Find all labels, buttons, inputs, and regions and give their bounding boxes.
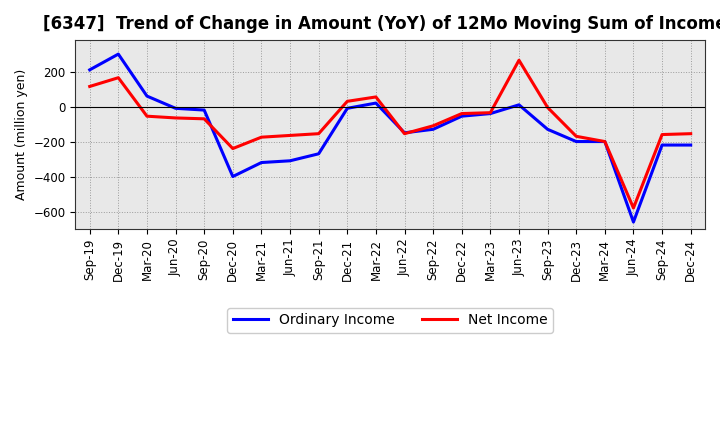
- Ordinary Income: [515, 102, 523, 107]
- Ordinary Income: [315, 151, 323, 157]
- Net Income: [200, 116, 209, 121]
- Net Income: [114, 75, 122, 81]
- Net Income: [572, 134, 580, 139]
- Net Income: [315, 131, 323, 136]
- Ordinary Income: [486, 111, 495, 116]
- Ordinary Income: [228, 174, 237, 179]
- Line: Net Income: Net Income: [90, 60, 690, 208]
- Line: Ordinary Income: Ordinary Income: [90, 54, 690, 222]
- Net Income: [515, 58, 523, 63]
- Net Income: [86, 84, 94, 89]
- Ordinary Income: [286, 158, 294, 163]
- Net Income: [658, 132, 667, 137]
- Legend: Ordinary Income, Net Income: Ordinary Income, Net Income: [228, 308, 553, 333]
- Net Income: [343, 99, 351, 104]
- Net Income: [372, 94, 380, 99]
- Ordinary Income: [429, 127, 438, 132]
- Ordinary Income: [400, 130, 409, 136]
- Net Income: [286, 133, 294, 138]
- Net Income: [143, 114, 151, 119]
- Ordinary Income: [457, 114, 466, 119]
- Ordinary Income: [372, 100, 380, 106]
- Ordinary Income: [658, 143, 667, 148]
- Net Income: [228, 146, 237, 151]
- Net Income: [457, 111, 466, 116]
- Net Income: [686, 131, 695, 136]
- Ordinary Income: [114, 51, 122, 57]
- Ordinary Income: [686, 143, 695, 148]
- Net Income: [429, 123, 438, 128]
- Net Income: [257, 135, 266, 140]
- Ordinary Income: [143, 93, 151, 99]
- Y-axis label: Amount (million yen): Amount (million yen): [15, 69, 28, 200]
- Net Income: [544, 105, 552, 110]
- Net Income: [171, 115, 180, 121]
- Ordinary Income: [200, 107, 209, 113]
- Ordinary Income: [86, 67, 94, 73]
- Title: [6347]  Trend of Change in Amount (YoY) of 12Mo Moving Sum of Incomes: [6347] Trend of Change in Amount (YoY) o…: [43, 15, 720, 33]
- Net Income: [600, 139, 609, 144]
- Net Income: [629, 205, 638, 211]
- Net Income: [400, 131, 409, 136]
- Ordinary Income: [544, 127, 552, 132]
- Ordinary Income: [257, 160, 266, 165]
- Ordinary Income: [600, 139, 609, 144]
- Net Income: [486, 110, 495, 115]
- Ordinary Income: [171, 106, 180, 111]
- Ordinary Income: [572, 139, 580, 144]
- Ordinary Income: [343, 106, 351, 111]
- Ordinary Income: [629, 220, 638, 225]
